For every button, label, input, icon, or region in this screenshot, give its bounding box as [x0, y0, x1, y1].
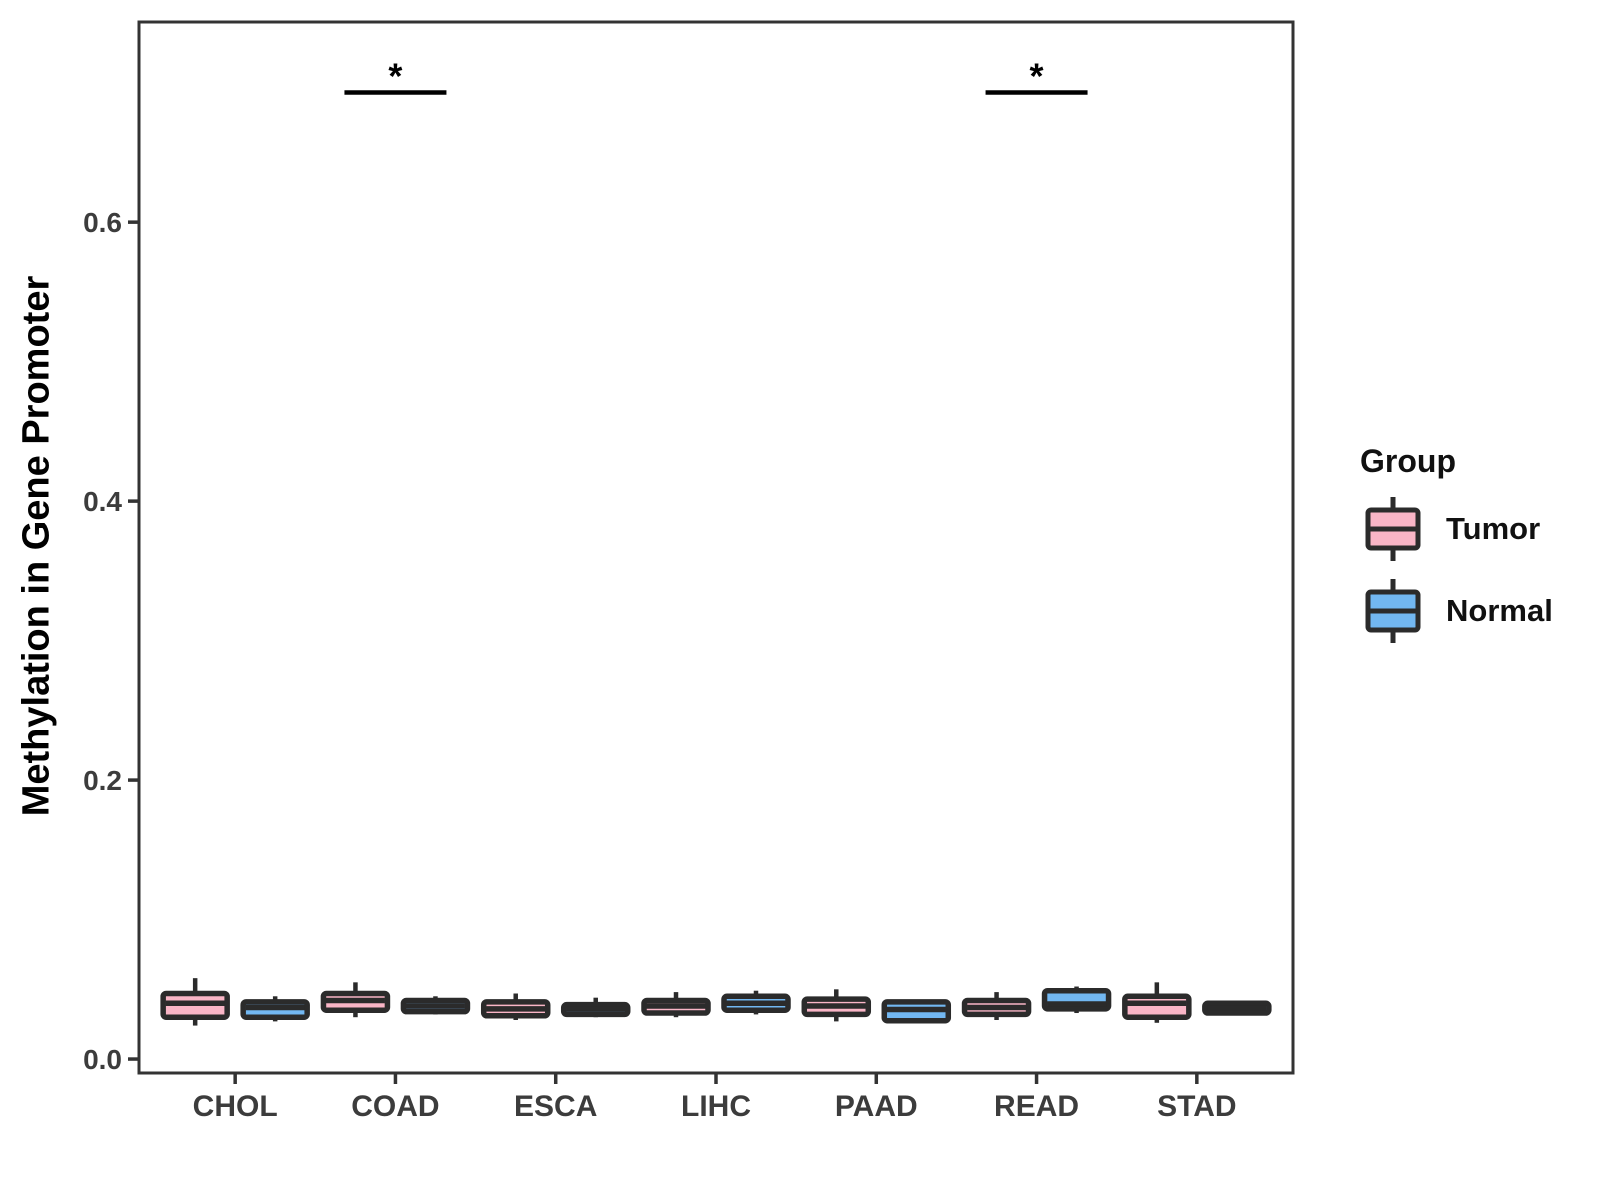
significance-READ: *	[985, 55, 1088, 96]
x-tick-label-READ: READ	[994, 1090, 1079, 1123]
legend-label-normal: Normal	[1446, 592, 1553, 628]
x-tick-label-LIHC: LIHC	[681, 1090, 751, 1123]
boxplot-STAD-normal	[1202, 1000, 1272, 1016]
x-tick-label-STAD: STAD	[1157, 1090, 1236, 1123]
boxplot-PAAD-tumor	[801, 989, 872, 1022]
boxplot-READ-tumor	[961, 992, 1032, 1020]
legend-item-normal: Normal	[1356, 578, 1553, 644]
boxplot-ESCA-tumor	[480, 993, 551, 1020]
boxplot-PAAD-normal	[881, 999, 952, 1024]
boxplot-COAD-normal	[400, 996, 471, 1015]
boxplot-CHOL-tumor	[160, 978, 230, 1026]
boxplot-COAD-tumor	[320, 982, 391, 1018]
legend-label-tumor: Tumor	[1446, 510, 1541, 546]
boxplot-ESCA-normal	[560, 997, 631, 1018]
y-tick-label: 0.6	[83, 207, 122, 238]
y-axis-title: Methylation in Gene Promoter	[15, 275, 58, 817]
legend-title: Group	[1360, 443, 1456, 479]
x-tick-label-CHOL: CHOL	[193, 1090, 278, 1123]
significance-star: *	[1030, 55, 1044, 96]
boxplot-LIHC-normal	[721, 990, 791, 1015]
tumor-boxplot-key-icon	[1365, 496, 1421, 561]
boxplot-STAD-tumor	[1122, 982, 1192, 1023]
y-tick-label: 0.0	[83, 1044, 122, 1075]
x-tick-label-COAD: COAD	[351, 1090, 439, 1123]
panel-border	[137, 20, 1295, 1075]
boxplot-CHOL-normal	[240, 996, 310, 1022]
significance-COAD: *	[344, 55, 447, 96]
boxplot-READ-normal	[1041, 986, 1112, 1014]
y-tick-label: 0.4	[83, 486, 122, 517]
x-tick-label-ESCA: ESCA	[514, 1090, 597, 1123]
y-tick-label: 0.2	[83, 765, 122, 796]
legend-item-tumor: Tumor	[1356, 496, 1553, 562]
legend: Group Tumor Normal	[1356, 443, 1553, 644]
boxplot-LIHC-tumor	[641, 992, 711, 1018]
x-tick-label-PAAD: PAAD	[835, 1090, 918, 1123]
normal-boxplot-key-icon	[1365, 578, 1421, 643]
significance-star: *	[388, 55, 402, 96]
